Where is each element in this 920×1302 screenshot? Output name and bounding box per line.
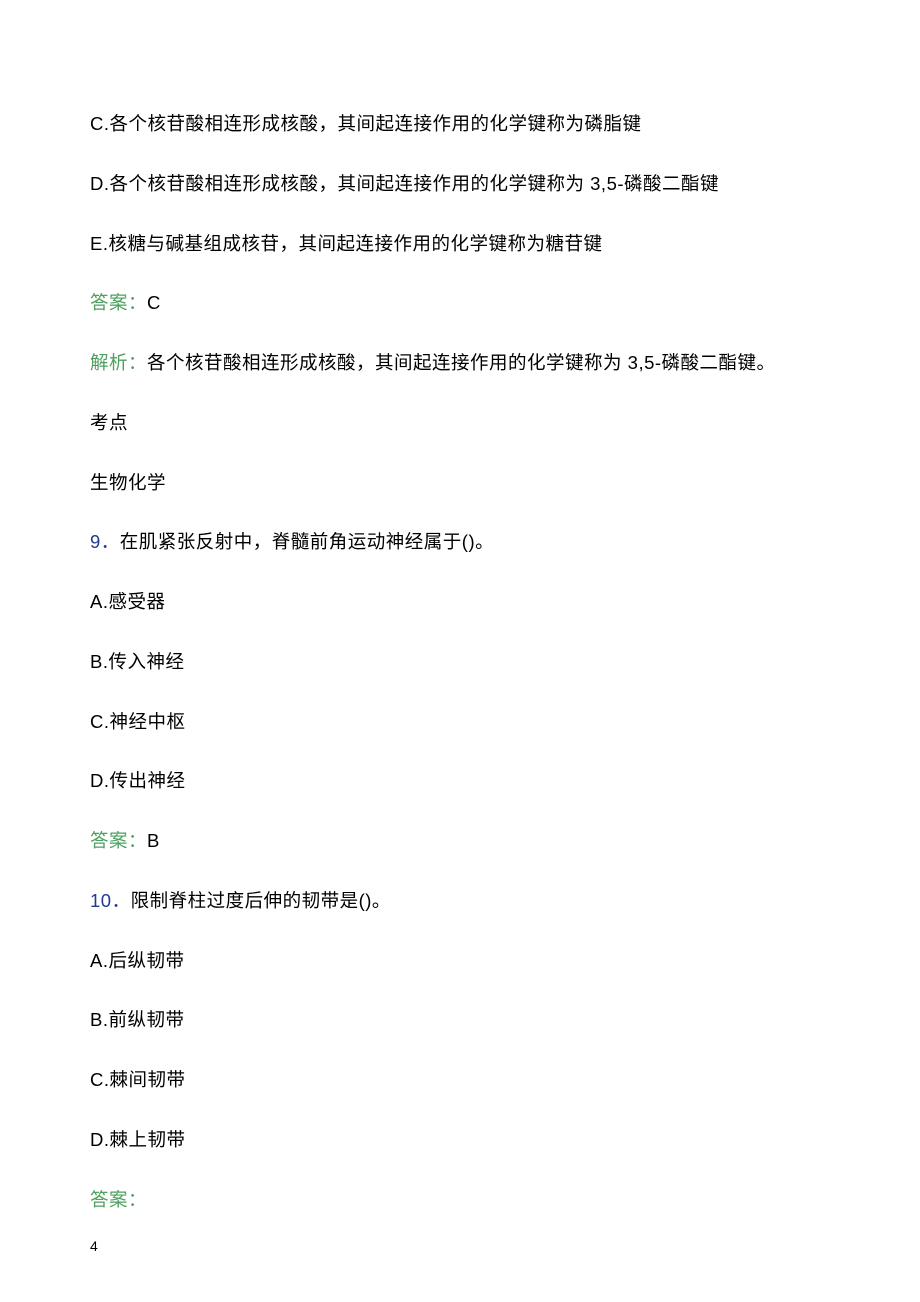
q10-option-d: D.棘上韧带 <box>90 1126 830 1154</box>
q9-option-b: B.传入神经 <box>90 648 830 676</box>
question-9-number: 9． <box>90 531 120 552</box>
answer-label: 答案： <box>90 292 147 313</box>
option-e-text: E.核糖与碱基组成核苷，其间起连接作用的化学键称为糖苷键 <box>90 230 830 258</box>
analysis-line: 解析：各个核苷酸相连形成核酸，其间起连接作用的化学键称为 3,5-磷酸二酯键。 <box>90 349 830 377</box>
question-10-text: 限制脊柱过度后伸的韧带是()。 <box>131 890 391 911</box>
q9-option-c: C.神经中枢 <box>90 708 830 736</box>
page-number: 4 <box>90 1238 98 1254</box>
q9-answer-value: B <box>147 830 160 851</box>
topic-label: 考点 <box>90 409 830 437</box>
analysis-label: 解析： <box>90 352 147 373</box>
question-9: 9．在肌紧张反射中，脊髓前角运动神经属于()。 <box>90 528 830 556</box>
question-10-number: 10． <box>90 890 131 911</box>
answer-value: C <box>147 292 161 313</box>
q10-option-c: C.棘间韧带 <box>90 1066 830 1094</box>
q9-answer-line: 答案：B <box>90 827 830 855</box>
q10-answer-line: 答案： <box>90 1186 830 1214</box>
analysis-text: 各个核苷酸相连形成核酸，其间起连接作用的化学键称为 3,5-磷酸二酯键。 <box>147 352 776 373</box>
q9-option-a: A.感受器 <box>90 588 830 616</box>
option-c-text: C.各个核苷酸相连形成核酸，其间起连接作用的化学键称为磷脂键 <box>90 110 830 138</box>
q10-option-b: B.前纵韧带 <box>90 1006 830 1034</box>
q10-option-a: A.后纵韧带 <box>90 947 830 975</box>
q9-option-d: D.传出神经 <box>90 767 830 795</box>
option-d-text: D.各个核苷酸相连形成核酸，其间起连接作用的化学键称为 3,5-磷酸二酯键 <box>90 170 830 198</box>
answer-label: 答案： <box>90 1189 147 1210</box>
topic-value: 生物化学 <box>90 469 830 497</box>
answer-label: 答案： <box>90 830 147 851</box>
question-9-text: 在肌紧张反射中，脊髓前角运动神经属于()。 <box>120 531 494 552</box>
question-10: 10．限制脊柱过度后伸的韧带是()。 <box>90 887 830 915</box>
document-content: C.各个核苷酸相连形成核酸，其间起连接作用的化学键称为磷脂键 D.各个核苷酸相连… <box>0 0 920 1213</box>
answer-line: 答案：C <box>90 289 830 317</box>
